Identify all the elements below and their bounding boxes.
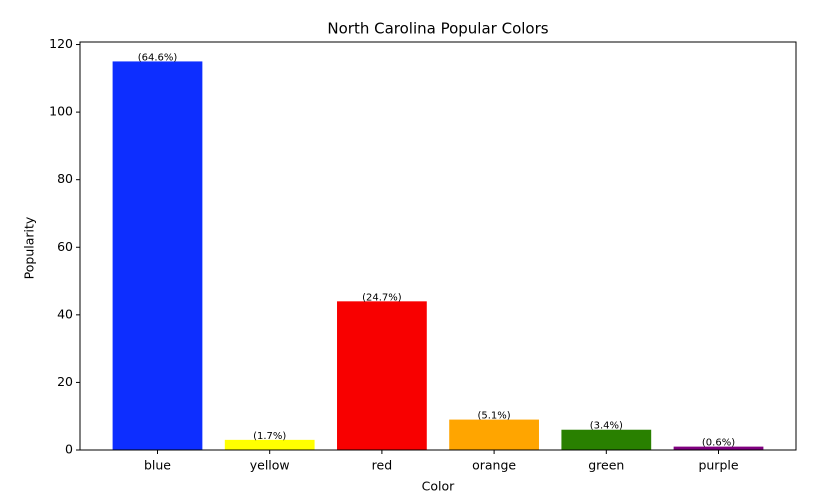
y-tick-label: 60 [57, 239, 73, 254]
y-axis-label: Popularity [22, 216, 37, 279]
x-tick-label: blue [144, 458, 171, 473]
bar [561, 429, 652, 450]
y-tick-label: 120 [49, 36, 73, 51]
plot-frame [79, 41, 797, 451]
bar [112, 61, 203, 451]
chart-title: North Carolina Popular Colors [327, 20, 548, 38]
y-tick-label: 20 [57, 374, 73, 389]
x-tick-label: red [372, 458, 393, 473]
bar-label: (5.1%) [477, 411, 510, 422]
y-tick-label: 80 [57, 171, 73, 186]
bar-label: (1.7%) [253, 431, 286, 442]
x-tick-label: orange [472, 458, 516, 473]
x-tick-label: purple [698, 458, 738, 473]
y-tick-label: 0 [65, 442, 73, 457]
x-tick-label: green [588, 458, 624, 473]
bar [449, 419, 539, 450]
bar-label: (64.6%) [138, 52, 178, 63]
y-tick-label: 100 [49, 104, 73, 119]
bar-label: (24.7%) [362, 292, 402, 303]
x-axis-label: Color [422, 479, 455, 494]
bar [337, 301, 427, 450]
bar-label: (3.4%) [590, 421, 623, 432]
bar-label: (0.6%) [702, 438, 735, 449]
y-tick-label: 40 [57, 306, 73, 321]
bar [673, 446, 764, 450]
x-tick-label: yellow [250, 458, 290, 473]
bar [224, 439, 315, 450]
